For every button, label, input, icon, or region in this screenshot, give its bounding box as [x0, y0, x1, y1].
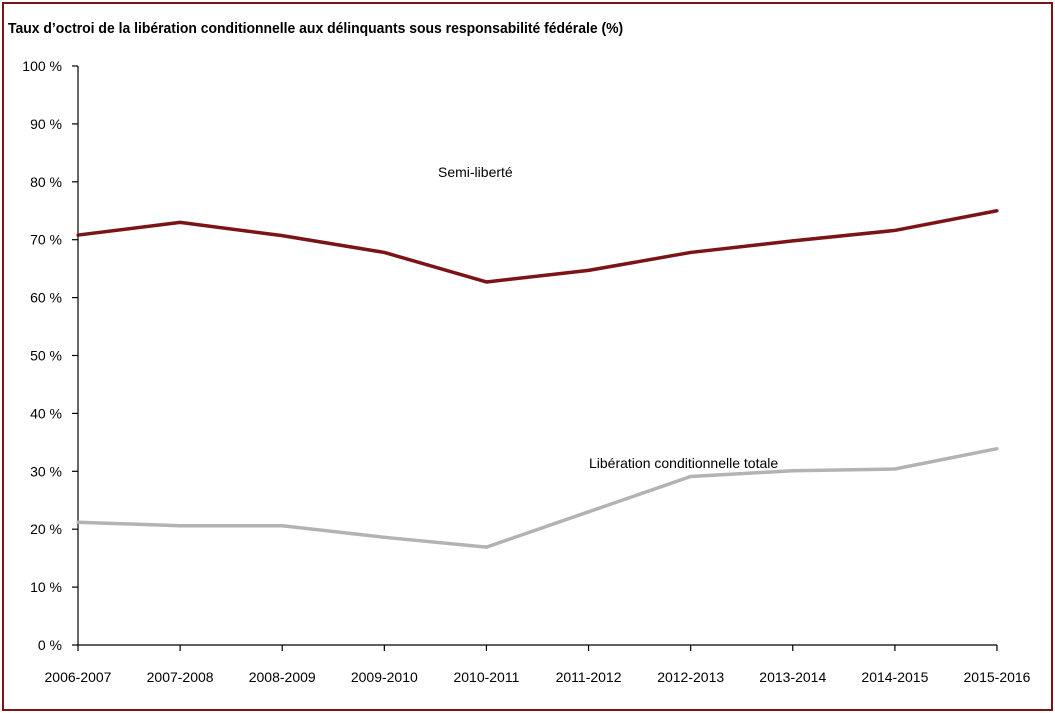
- y-tick-label: 0 %: [38, 637, 62, 653]
- y-tick-label: 80 %: [30, 174, 62, 190]
- data-point: [484, 545, 489, 549]
- x-tick-label: 2008-2009: [249, 669, 316, 685]
- x-tick-label: 2014-2015: [861, 669, 928, 685]
- y-tick-label: 30 %: [30, 463, 62, 479]
- series-line-0: [77, 209, 998, 284]
- y-tick-label: 60 %: [30, 290, 62, 306]
- x-tick-label: 2012-2013: [657, 669, 724, 685]
- x-tick-label: 2015-2016: [964, 669, 1031, 685]
- data-point: [995, 209, 999, 213]
- data-point: [893, 467, 897, 471]
- series-label-0: Semi-liberté: [438, 164, 513, 180]
- x-tick-label: 2013-2014: [759, 669, 826, 685]
- data-point: [586, 268, 591, 272]
- data-point: [280, 524, 284, 528]
- data-point: [280, 234, 284, 238]
- y-tick-label: 100 %: [22, 58, 62, 74]
- y-tick-label: 10 %: [30, 579, 62, 595]
- x-tick-label: 2010-2011: [453, 669, 519, 685]
- data-point: [178, 524, 182, 528]
- data-point: [791, 239, 795, 243]
- data-point: [382, 535, 386, 539]
- x-tick-label: 2006-2007: [45, 669, 112, 685]
- y-tick-label: 70 %: [30, 232, 62, 248]
- chart-title: Taux d’octroi de la libération condition…: [8, 20, 624, 37]
- data-point: [791, 469, 795, 473]
- y-tick-label: 50 %: [30, 348, 62, 364]
- y-tick-label: 20 %: [30, 521, 62, 537]
- data-point: [76, 520, 80, 524]
- data-point: [484, 280, 489, 284]
- data-point: [995, 447, 999, 451]
- data-point: [76, 233, 80, 237]
- series-line-1: [77, 447, 998, 549]
- data-point: [586, 510, 591, 514]
- x-axis-ticks: 2006-2007 2007-2008 2008-2009 2009-2010 2010…: [45, 645, 1031, 685]
- data-point: [893, 228, 897, 233]
- data-point: [689, 250, 693, 255]
- y-tick-label: 90 %: [30, 116, 62, 132]
- data-point: [178, 220, 182, 224]
- series-label-1: Libération conditionnelle totale: [589, 455, 778, 471]
- y-axis-ticks: 0 % 10 % 20 % 30 % 40 % 50 % 60 % 70 % 80 % 90 % 1…: [22, 58, 78, 653]
- x-tick-label: 2011-2012: [556, 669, 622, 685]
- series-labels: Semi-liberté Libération conditionnelle to…: [438, 164, 778, 471]
- data-point: [382, 250, 386, 255]
- x-tick-label: 2009-2010: [351, 669, 418, 685]
- x-tick-label: 2007-2008: [147, 669, 214, 685]
- series-lines: [76, 209, 999, 549]
- data-point: [689, 474, 693, 479]
- y-tick-label: 40 %: [30, 405, 62, 421]
